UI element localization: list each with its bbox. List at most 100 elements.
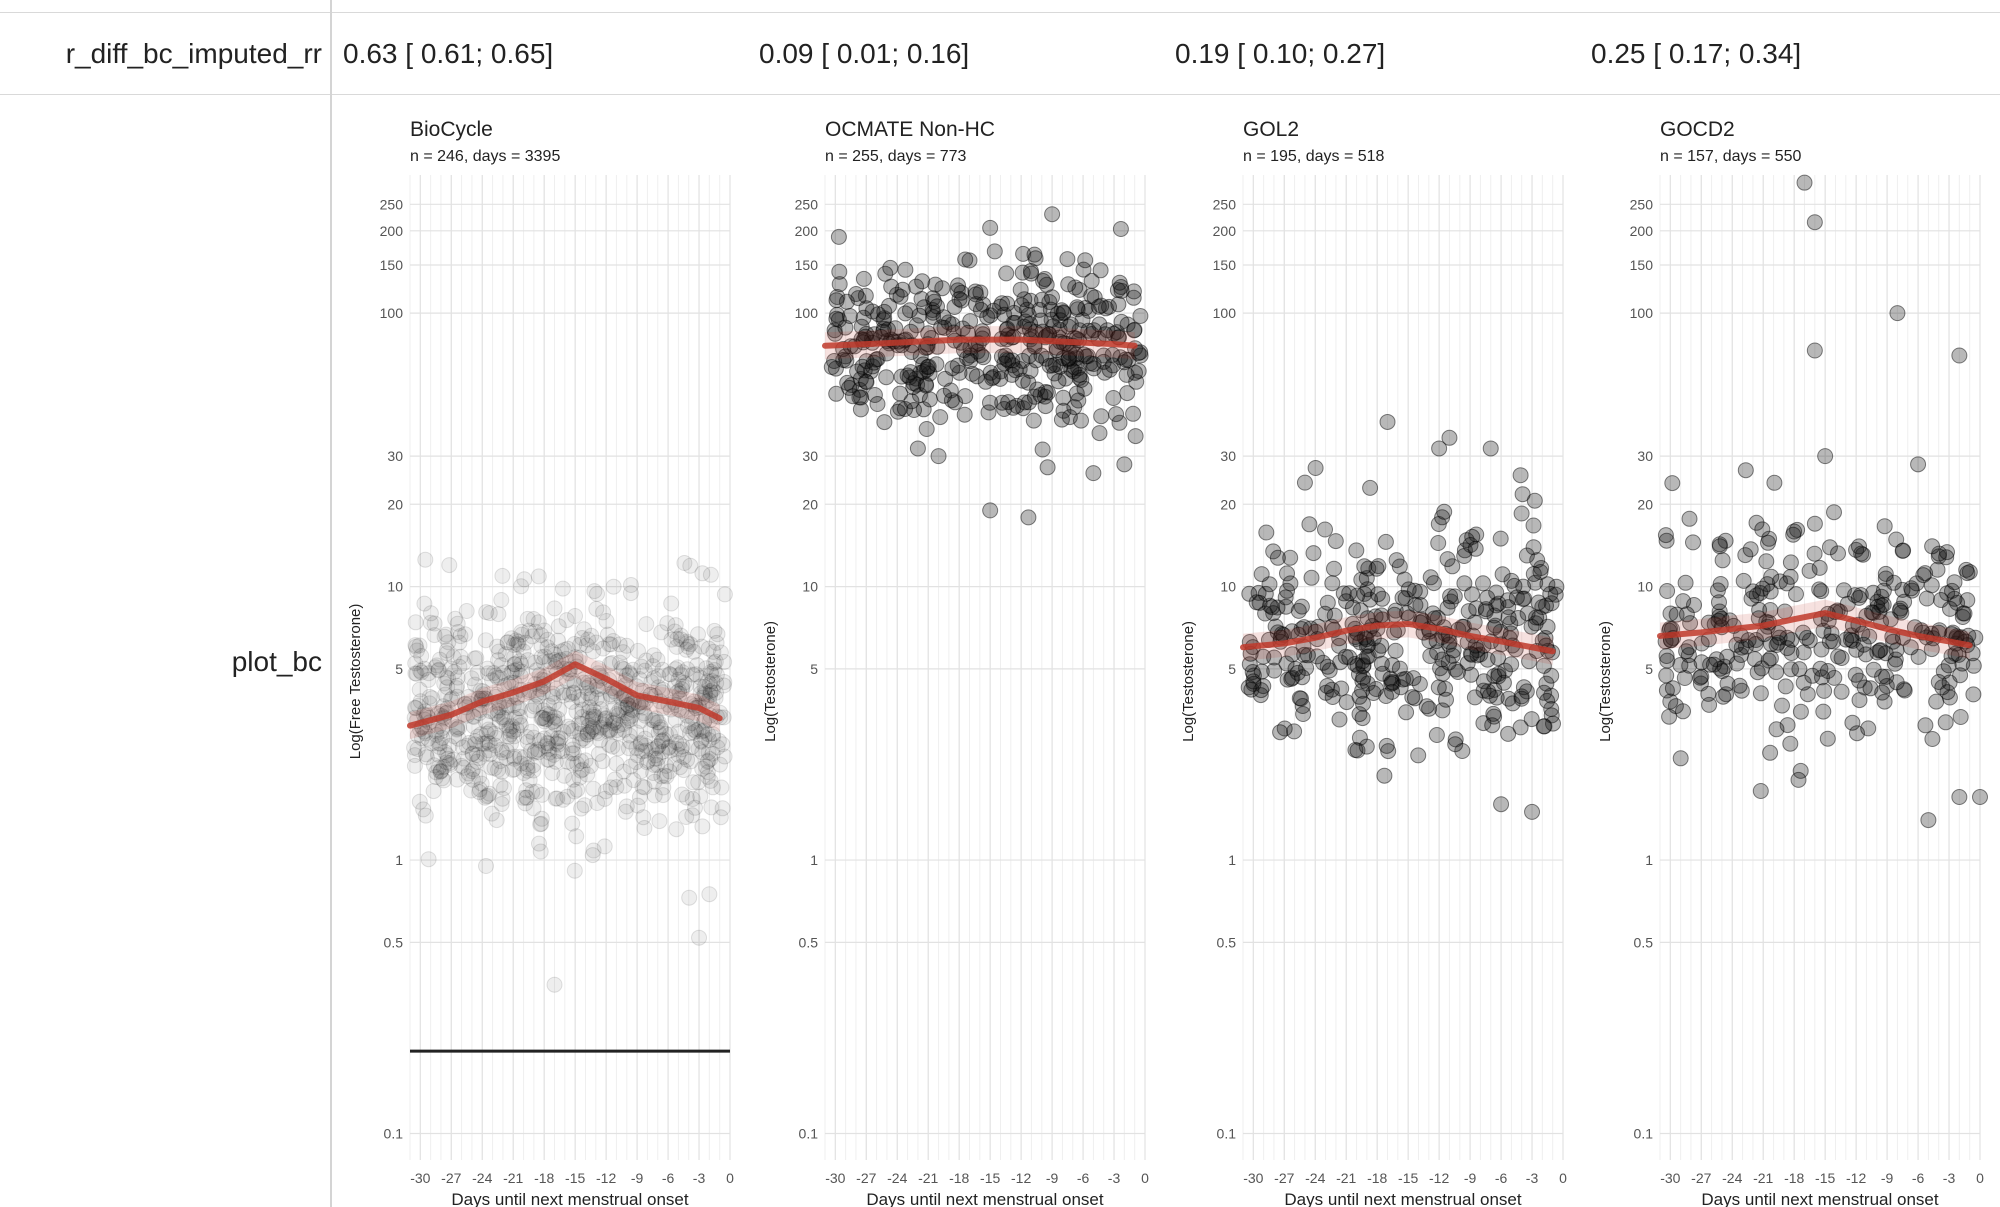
data-point <box>480 787 496 804</box>
data-point <box>716 674 733 690</box>
data-point <box>473 775 490 792</box>
x-axis-label: Days until next menstrual onset <box>866 1190 1103 1207</box>
data-point <box>635 809 652 826</box>
data-point <box>1303 569 1320 586</box>
data-point <box>1077 252 1094 269</box>
data-point <box>1033 347 1050 364</box>
x-tick-label: -18 <box>1367 1170 1387 1186</box>
x-tick-label: -21 <box>918 1170 938 1186</box>
data-point <box>618 705 635 722</box>
data-point <box>555 723 572 740</box>
facet-panel: -30 -27 -24 -21 -18 -15 -12 -9 -6 -3 00.10.5151020… <box>1180 118 1567 1207</box>
x-tick-label: -24 <box>1722 1170 1742 1186</box>
data-point <box>1826 504 1842 521</box>
data-point <box>913 291 930 307</box>
data-point <box>1068 350 1085 367</box>
data-point <box>829 306 846 323</box>
data-point <box>1016 394 1033 411</box>
data-point <box>438 669 455 686</box>
data-point <box>629 747 646 764</box>
data-point <box>1073 371 1090 388</box>
data-point <box>1004 357 1021 374</box>
data-point <box>466 650 483 667</box>
data-point <box>676 555 693 571</box>
data-point <box>1078 348 1095 365</box>
data-point <box>830 311 847 328</box>
data-point <box>632 712 649 729</box>
data-point <box>587 709 604 725</box>
data-point <box>696 729 713 746</box>
data-point <box>565 722 582 739</box>
data-point <box>642 721 659 738</box>
data-point <box>582 723 599 740</box>
data-point <box>465 709 482 725</box>
data-point <box>1071 366 1088 383</box>
data-point <box>546 709 563 726</box>
data-point <box>698 758 714 775</box>
data-point <box>1053 302 1070 319</box>
data-point <box>564 737 581 754</box>
x-tick-label: -12 <box>596 1170 616 1186</box>
data-point <box>953 284 970 301</box>
data-point <box>1055 304 1072 321</box>
data-point <box>430 661 447 678</box>
table-cell: 0.09 [ 0.01; 0.16] <box>759 38 970 69</box>
data-point <box>1059 251 1076 268</box>
data-point <box>506 648 523 665</box>
data-point <box>524 628 541 645</box>
data-point <box>428 764 445 781</box>
data-point <box>451 634 468 651</box>
data-point <box>888 286 905 303</box>
data-point <box>1020 374 1037 391</box>
data-point <box>1012 281 1029 298</box>
data-point <box>645 647 662 664</box>
data-point <box>1116 354 1133 371</box>
data-point <box>674 786 690 803</box>
data-point <box>669 659 686 676</box>
data-point <box>1014 264 1031 281</box>
data-point <box>1113 282 1130 299</box>
data-point <box>1284 669 1301 686</box>
data-point <box>567 608 583 624</box>
data-point <box>519 733 536 750</box>
data-point <box>996 306 1013 323</box>
data-point <box>482 723 499 740</box>
data-point <box>623 695 640 712</box>
data-point <box>629 797 646 814</box>
data-point <box>569 781 586 798</box>
data-point <box>427 723 444 740</box>
data-point <box>1085 360 1102 377</box>
data-point <box>701 886 718 903</box>
data-point <box>1790 771 1807 788</box>
data-point <box>461 734 478 751</box>
data-point <box>464 745 481 762</box>
data-point <box>489 706 506 723</box>
data-point <box>602 686 619 703</box>
data-point <box>1032 312 1049 329</box>
data-point <box>1887 651 1904 668</box>
data-point <box>660 739 677 756</box>
data-point <box>407 637 424 654</box>
data-point <box>679 751 696 768</box>
data-point <box>649 714 666 731</box>
y-axis-label: Log(Testosterone) <box>1180 621 1197 742</box>
data-point <box>460 765 477 782</box>
data-point <box>584 847 601 864</box>
data-point <box>527 623 544 640</box>
data-point <box>496 780 512 797</box>
data-point <box>434 720 451 737</box>
data-point <box>831 263 848 280</box>
data-point <box>616 777 633 794</box>
data-point <box>523 742 540 759</box>
data-point <box>683 739 700 756</box>
data-point <box>622 712 639 728</box>
data-point <box>693 732 710 749</box>
data-point <box>692 678 709 695</box>
data-point <box>409 642 425 659</box>
data-point <box>600 721 617 738</box>
data-point <box>980 404 997 421</box>
data-point <box>1430 535 1447 551</box>
data-point <box>622 585 639 602</box>
data-point <box>1060 276 1077 293</box>
